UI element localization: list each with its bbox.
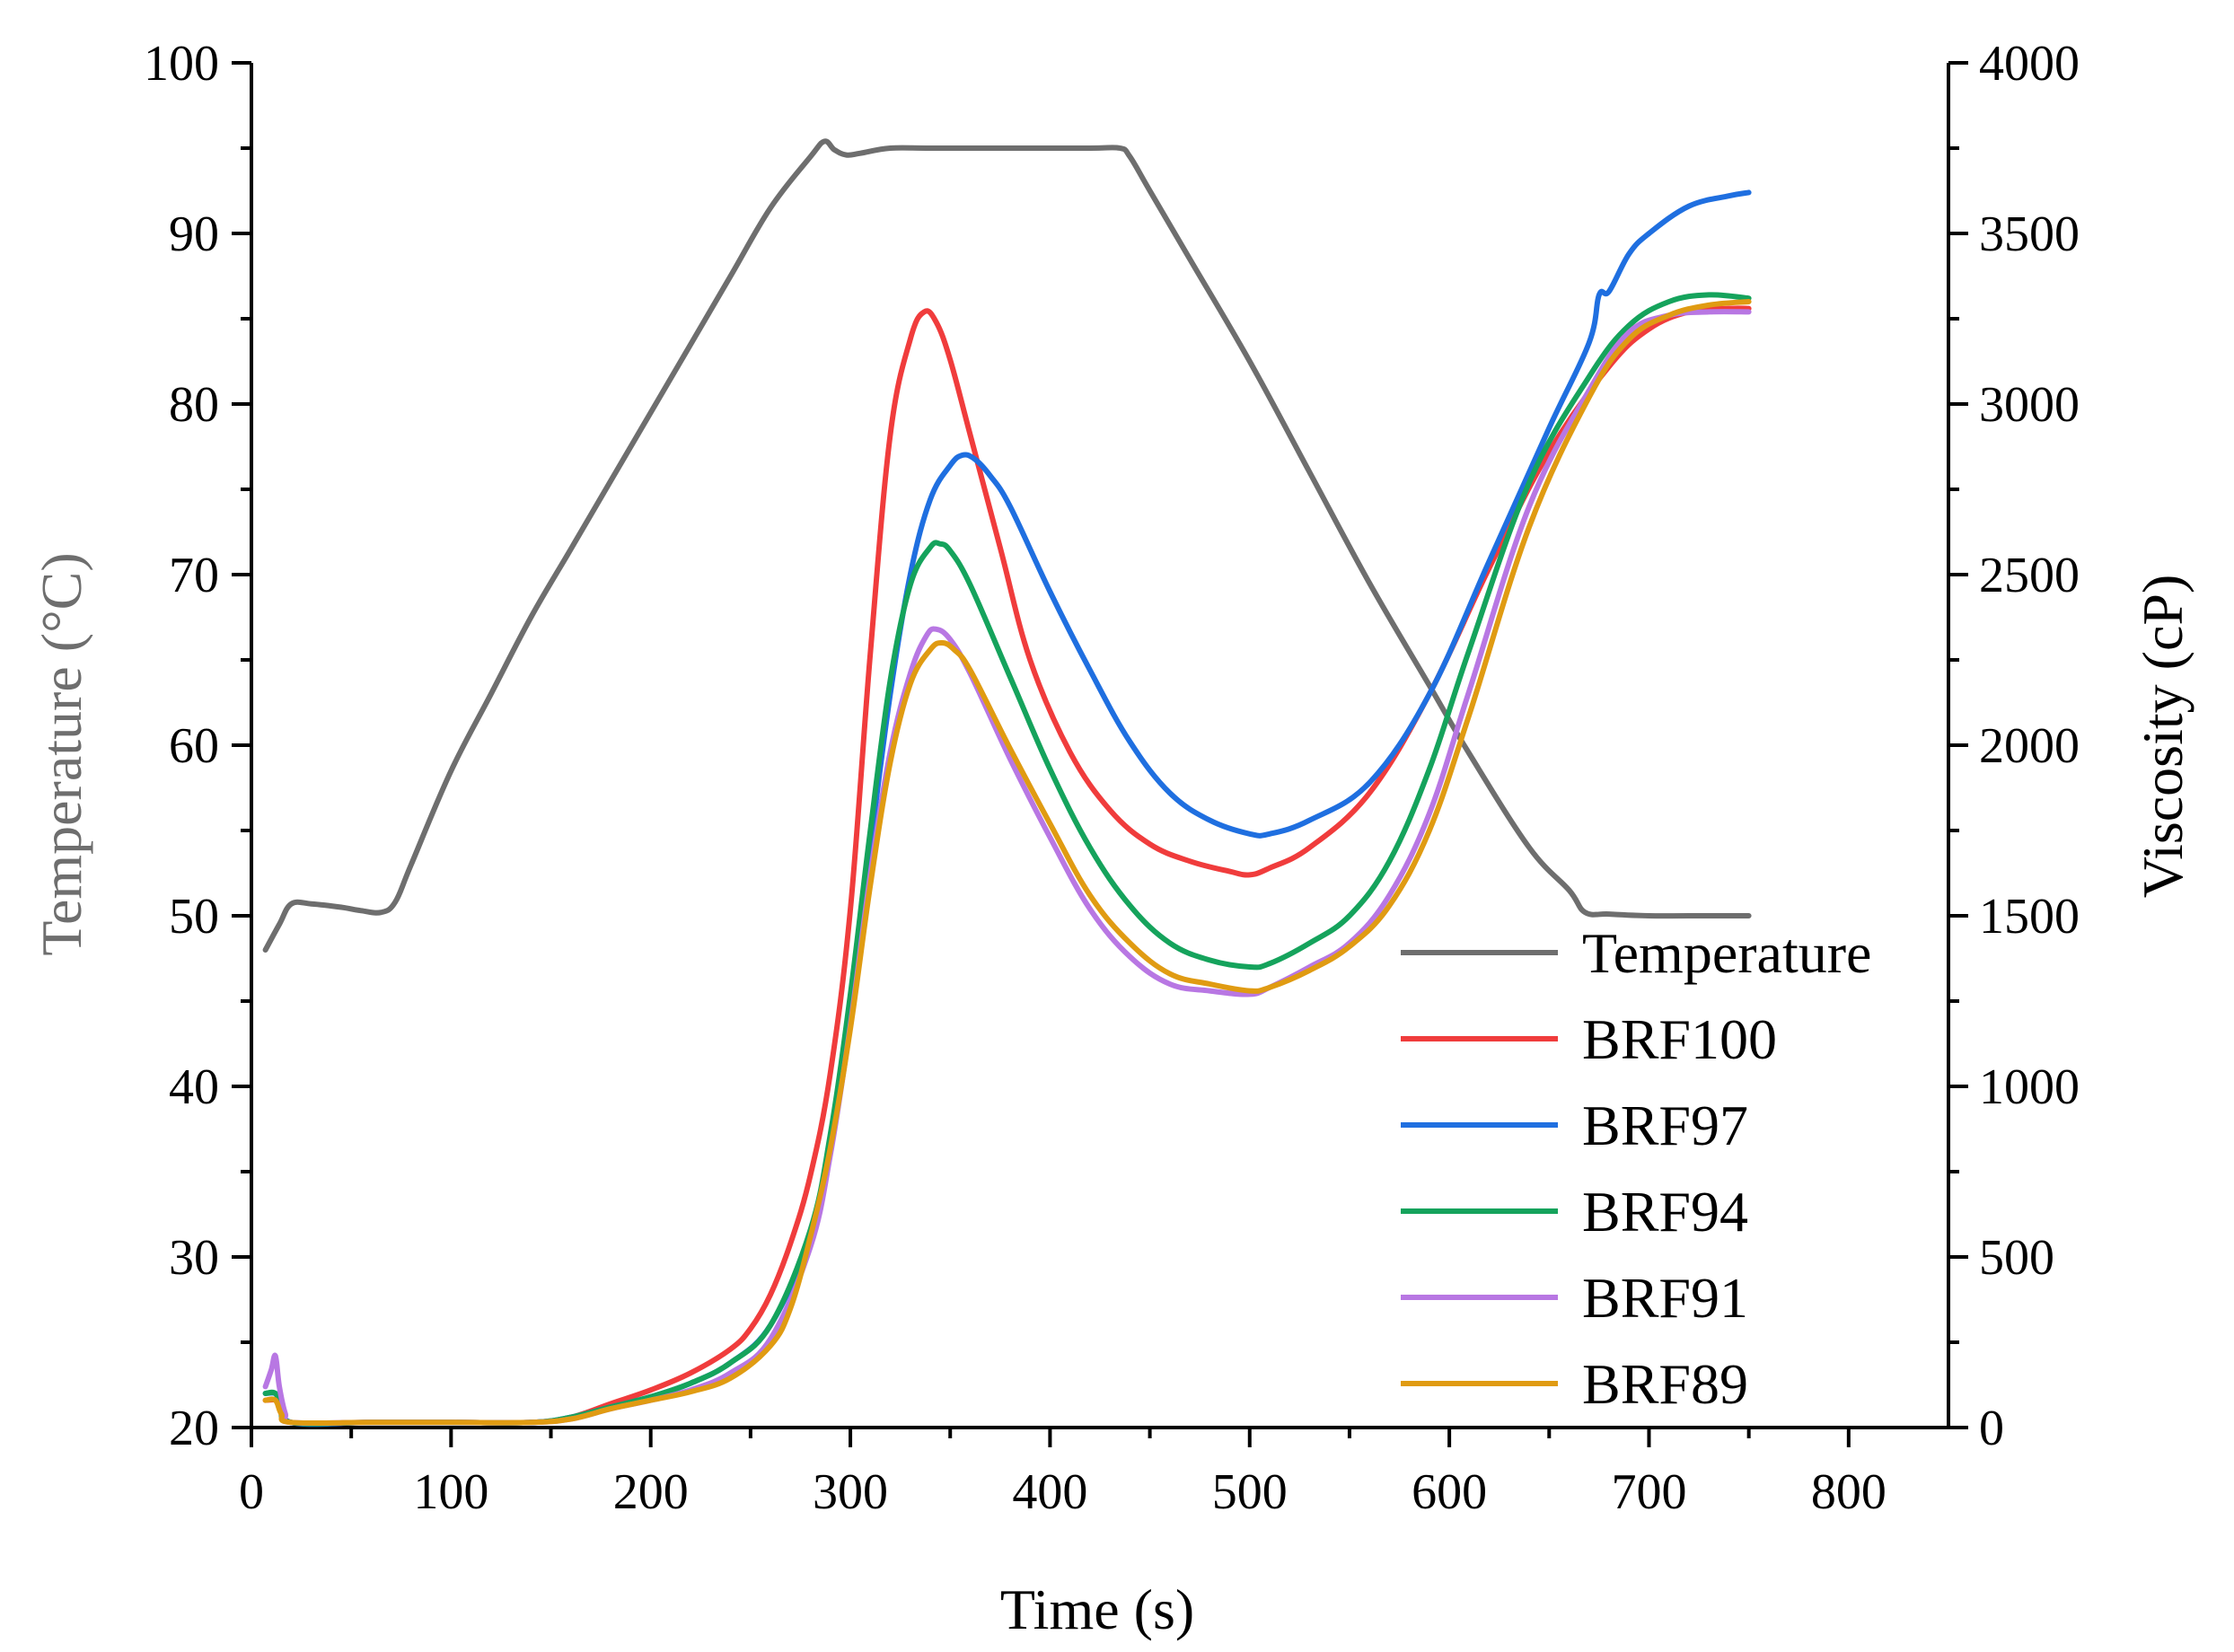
legend-label-brf89: BRF89 bbox=[1582, 1352, 1748, 1416]
left-y-tick-label: 70 bbox=[169, 548, 219, 603]
x-tick-label: 300 bbox=[813, 1464, 888, 1520]
right-y-tick-label: 2500 bbox=[1979, 548, 2080, 603]
x-tick-label: 600 bbox=[1412, 1464, 1487, 1520]
left-y-tick-label: 50 bbox=[169, 889, 219, 945]
tick-labels: 0 100 200 300 400 500 600 700 800 20 30 40 50 60 70 80 9… bbox=[144, 36, 2080, 1520]
right-y-tick-label: 0 bbox=[1979, 1401, 2004, 1456]
right-y-tick-label: 3000 bbox=[1979, 377, 2080, 433]
left-y-tick-label: 40 bbox=[169, 1059, 219, 1115]
x-tick-label: 200 bbox=[613, 1464, 689, 1520]
series-line-brf97 bbox=[262, 189, 1752, 1428]
series-line-brf94 bbox=[262, 292, 1752, 1427]
left-y-tick-label: 20 bbox=[169, 1401, 219, 1456]
right-y-tick-label: 3500 bbox=[1979, 206, 2080, 262]
right-y-tick-label: 4000 bbox=[1979, 36, 2080, 92]
left-y-tick-label: 90 bbox=[169, 206, 219, 262]
right-y-tick-label: 500 bbox=[1979, 1230, 2054, 1286]
x-tick-label: 700 bbox=[1611, 1464, 1686, 1520]
x-tick-label: 500 bbox=[1212, 1464, 1288, 1520]
legend-label-brf91: BRF91 bbox=[1582, 1266, 1748, 1330]
left-y-tick-label: 60 bbox=[169, 718, 219, 774]
left-y-tick-label: 30 bbox=[169, 1230, 219, 1286]
legend-label-brf94: BRF94 bbox=[1582, 1180, 1748, 1243]
x-tick-label: 800 bbox=[1811, 1464, 1887, 1520]
x-tick-label: 400 bbox=[1012, 1464, 1087, 1520]
x-tick-label: 100 bbox=[413, 1464, 488, 1520]
right-y-tick-label: 1500 bbox=[1979, 889, 2080, 945]
legend: Temperature BRF100 BRF97 BRF94 BRF91 BRF89 bbox=[1401, 921, 1871, 1416]
legend-label-brf97: BRF97 bbox=[1582, 1094, 1748, 1157]
x-axis-title: Time (s) bbox=[1000, 1577, 1194, 1641]
right-y-tick-label: 2000 bbox=[1979, 718, 2080, 774]
series-lines bbox=[262, 138, 1752, 1428]
left-y-tick-label: 80 bbox=[169, 377, 219, 433]
left-y-axis-title: Temperature (°C) bbox=[30, 552, 93, 955]
right-y-tick-label: 1000 bbox=[1979, 1059, 2080, 1115]
right-y-axis-title: Viscosity (cP) bbox=[2131, 575, 2194, 899]
axes bbox=[232, 61, 1968, 1447]
x-tick-label: 0 bbox=[239, 1464, 264, 1520]
series-line-brf89 bbox=[262, 299, 1752, 1427]
legend-label-brf100: BRF100 bbox=[1582, 1007, 1777, 1071]
left-y-tick-label: 100 bbox=[144, 36, 219, 92]
legend-label-temperature: Temperature bbox=[1582, 921, 1871, 985]
series-line-temperature bbox=[262, 138, 1752, 953]
